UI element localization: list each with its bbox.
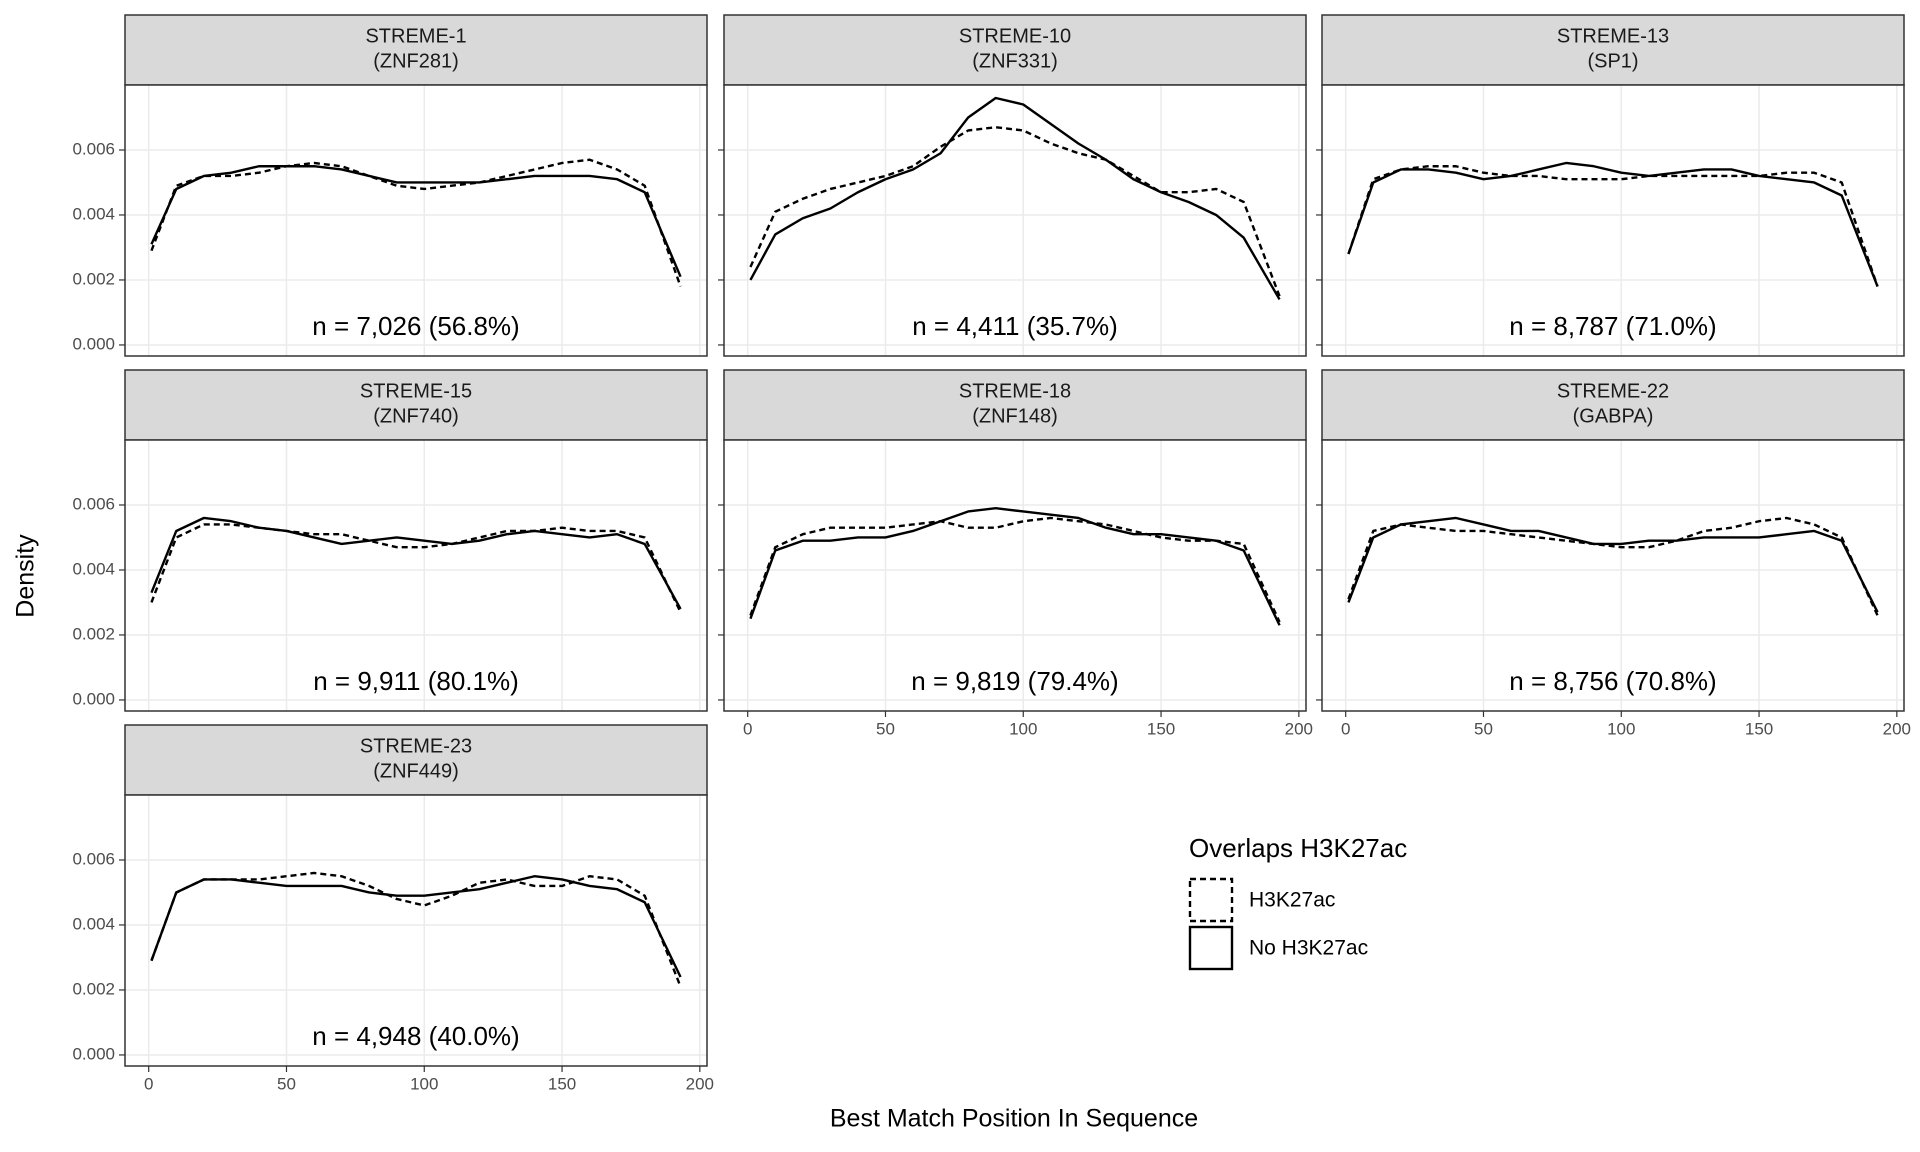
x-tick-label: 200 <box>686 1074 714 1093</box>
strip-subtitle: (ZNF281) <box>373 50 459 72</box>
panel <box>724 440 1306 711</box>
legend-label: No H3K27ac <box>1249 937 1368 960</box>
strip-subtitle: (ZNF449) <box>373 760 459 782</box>
x-tick-label: 150 <box>1147 719 1175 738</box>
strip <box>124 14 708 86</box>
legend-label: H3K27ac <box>1249 889 1335 912</box>
y-tick-label: 0.000 <box>72 1044 115 1063</box>
density-line <box>1347 161 1879 287</box>
y-tick-label: 0.004 <box>72 559 115 578</box>
annotation: n = 4,411 (35.7%) <box>912 311 1118 341</box>
x-tick-label: 200 <box>1883 719 1911 738</box>
y-tick-label: 0.000 <box>72 334 115 353</box>
density-line <box>749 507 1281 626</box>
density-line <box>150 523 682 613</box>
panel <box>125 85 707 356</box>
strip-title: STREME-23 <box>360 735 472 757</box>
density-line <box>150 158 682 287</box>
x-tick-label: 150 <box>548 1074 576 1093</box>
x-tick-label: 50 <box>876 719 895 738</box>
strip <box>124 369 708 441</box>
density-line <box>749 96 1281 301</box>
strip-subtitle: (SP1) <box>1587 50 1638 72</box>
y-tick-label: 0.006 <box>72 139 115 158</box>
y-tick-label: 0.006 <box>72 494 115 513</box>
strip-title: STREME-1 <box>365 25 466 47</box>
annotation: n = 4,948 (40.0%) <box>312 1021 519 1051</box>
density-line <box>150 165 682 278</box>
x-tick-label: 0 <box>743 719 752 738</box>
y-tick-label: 0.004 <box>72 204 115 223</box>
x-tick-label: 150 <box>1745 719 1773 738</box>
strip-title: STREME-10 <box>959 25 1071 47</box>
x-tick-label: 100 <box>1607 719 1635 738</box>
strip-title: STREME-18 <box>959 380 1071 402</box>
panel <box>125 795 707 1066</box>
panel-border <box>723 84 1307 357</box>
y-tick-label: 0.006 <box>72 849 115 868</box>
density-line <box>1347 165 1879 287</box>
panel-border <box>124 84 708 357</box>
x-tick-label: 200 <box>1285 719 1313 738</box>
annotation: n = 9,819 (79.4%) <box>911 666 1118 696</box>
x-tick-label: 100 <box>1009 719 1037 738</box>
density-line <box>150 516 682 610</box>
strip <box>124 724 708 796</box>
y-tick-label: 0.000 <box>72 689 115 708</box>
panel <box>125 440 707 711</box>
annotation: n = 7,026 (56.8%) <box>312 311 519 341</box>
density-line <box>749 126 1281 297</box>
panel-border <box>1321 439 1905 712</box>
strip <box>1321 369 1905 441</box>
density-line <box>150 875 682 978</box>
strip <box>723 369 1307 441</box>
annotation: n = 8,756 (70.8%) <box>1509 666 1716 696</box>
density-line <box>1347 516 1879 613</box>
panel <box>1322 440 1904 711</box>
legend-key <box>1188 925 1234 971</box>
y-tick-label: 0.002 <box>72 979 115 998</box>
strip-title: STREME-13 <box>1557 25 1669 47</box>
strip-title: STREME-15 <box>360 380 472 402</box>
panel <box>1322 85 1904 356</box>
density-line <box>1347 516 1879 616</box>
legend-key <box>1188 877 1234 923</box>
strip-subtitle: (ZNF331) <box>972 50 1058 72</box>
annotation: n = 9,911 (80.1%) <box>313 666 519 696</box>
strip-subtitle: (ZNF148) <box>972 405 1058 427</box>
strip <box>723 14 1307 86</box>
x-tick-label: 50 <box>277 1074 296 1093</box>
strip-subtitle: (GABPA) <box>1573 405 1654 427</box>
strip-title: STREME-22 <box>1557 380 1669 402</box>
strip-subtitle: (ZNF740) <box>373 405 459 427</box>
y-axis-title: Density <box>12 534 40 618</box>
x-axis-title: Best Match Position In Sequence <box>830 1105 1198 1133</box>
annotation: n = 8,787 (71.0%) <box>1509 311 1716 341</box>
panel-border <box>1321 84 1905 357</box>
strip <box>1321 14 1905 86</box>
y-tick-label: 0.004 <box>72 914 115 933</box>
panel <box>724 85 1306 356</box>
x-tick-label: 100 <box>410 1074 438 1093</box>
x-tick-label: 0 <box>144 1074 153 1093</box>
y-tick-label: 0.002 <box>72 624 115 643</box>
y-tick-label: 0.002 <box>72 269 115 288</box>
panel-border <box>723 439 1307 712</box>
x-tick-label: 50 <box>1474 719 1493 738</box>
panel-border <box>124 794 708 1067</box>
panel-border <box>124 439 708 712</box>
legend-title: Overlaps H3K27ac <box>1189 833 1407 863</box>
density-line <box>749 516 1281 623</box>
x-tick-label: 0 <box>1341 719 1350 738</box>
